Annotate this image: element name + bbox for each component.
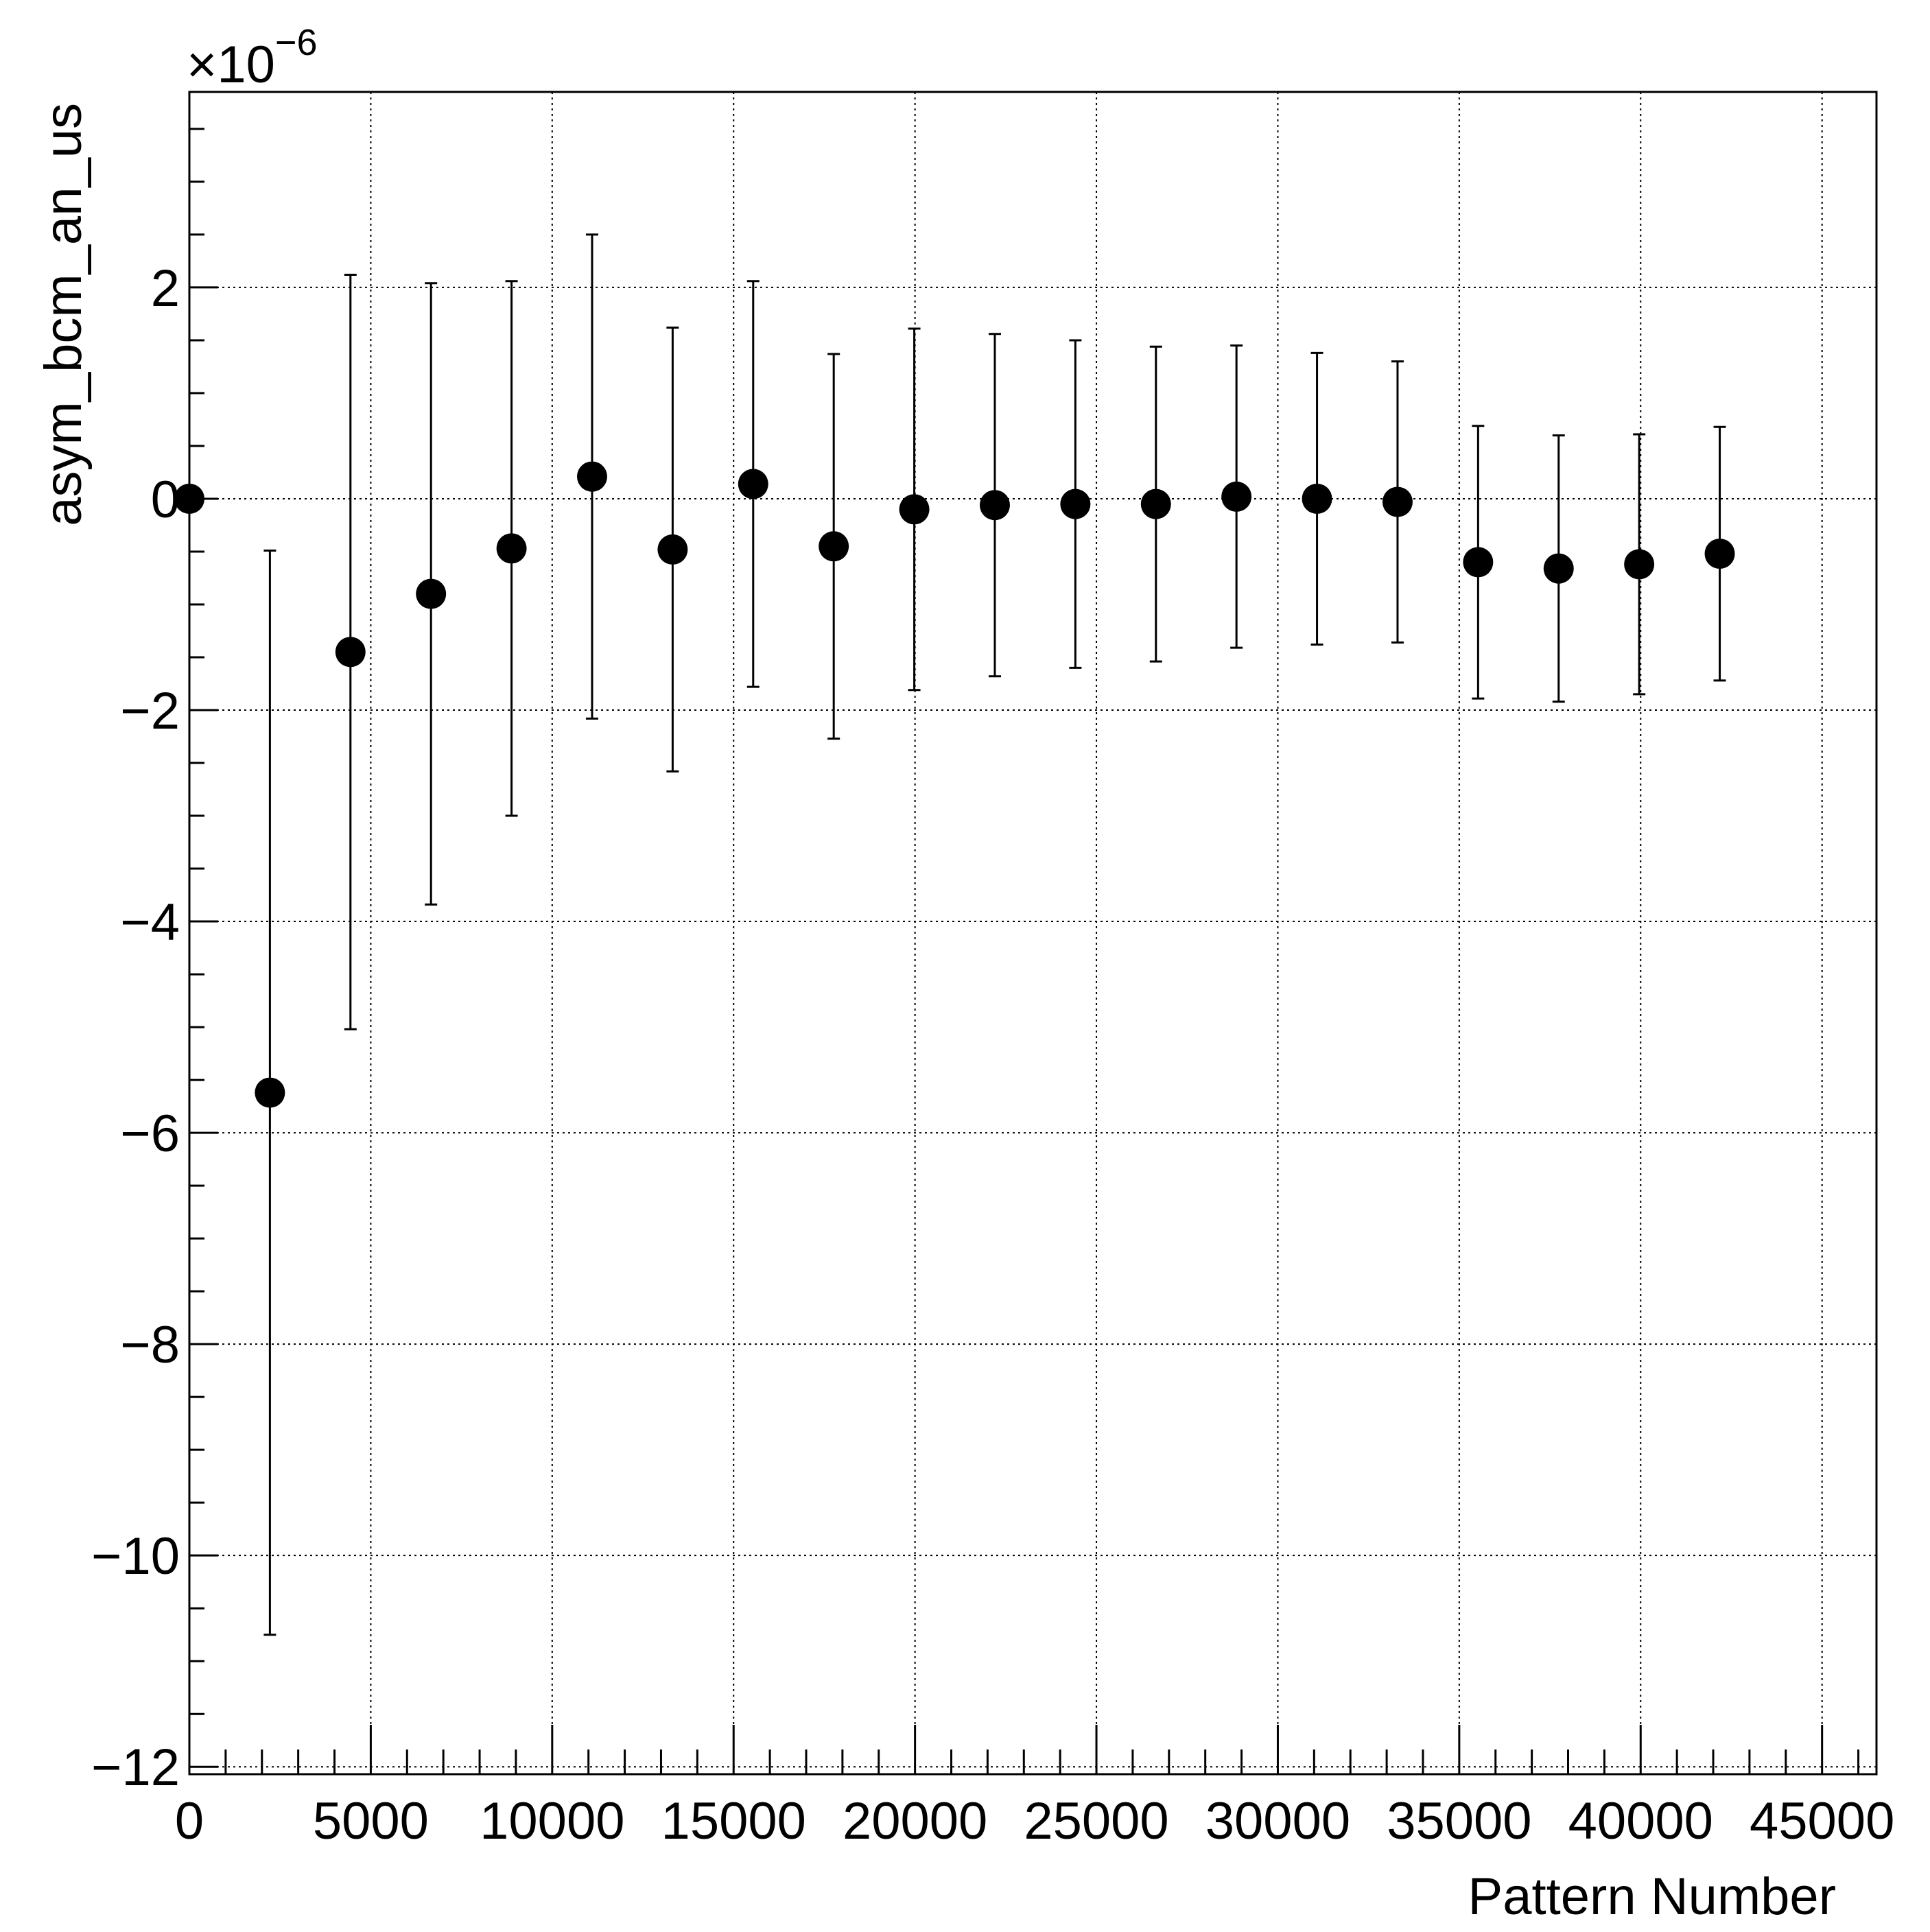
data-point — [416, 578, 447, 609]
plot-frame — [188, 91, 1878, 1776]
tick-labels: −12 −10 −8 −6 −4 −2 0 2 0 5000 10000 15000 20000 2500… — [91, 259, 1894, 1850]
data-point — [335, 637, 366, 668]
x-tick-label: 25000 — [1024, 1792, 1168, 1850]
x-tick-label: 30000 — [1205, 1792, 1350, 1850]
data-point — [1221, 481, 1252, 512]
data-point — [1704, 539, 1735, 569]
data-point — [979, 490, 1010, 521]
x-tick-label: 45000 — [1750, 1792, 1894, 1850]
y-exponent-power: −6 — [275, 22, 318, 63]
bottom-title: un7001_000_integrated_convergence_ana — [125, 1918, 1805, 1932]
y-tick-label: −6 — [120, 1105, 180, 1163]
data-point — [899, 494, 930, 525]
y-axis-title: asym_bcm_an_us — [34, 103, 93, 526]
x-tick-label: 20000 — [843, 1792, 987, 1850]
data-point — [1624, 549, 1655, 580]
y-tick-label: −4 — [120, 893, 180, 952]
y-tick-label: −8 — [120, 1316, 180, 1374]
x-tick-label: 35000 — [1387, 1792, 1531, 1850]
axis-ticks — [188, 128, 1860, 1774]
data-point — [1463, 547, 1494, 578]
y-tick-label: −12 — [91, 1739, 180, 1797]
y-tick-label: 0 — [151, 471, 180, 529]
x-tick-label: 0 — [175, 1792, 204, 1850]
data-series — [174, 233, 1735, 1636]
grid-lines — [189, 92, 1876, 1774]
data-point — [1060, 488, 1091, 519]
data-point — [1302, 483, 1332, 514]
data-point — [657, 534, 688, 565]
y-exponent: ×10−6 — [187, 22, 318, 94]
data-point — [738, 469, 768, 499]
x-tick-label: 10000 — [480, 1792, 624, 1850]
data-point — [576, 461, 607, 492]
x-tick-label: 40000 — [1568, 1792, 1713, 1850]
data-point — [255, 1077, 285, 1108]
x-tick-label: 15000 — [661, 1792, 806, 1850]
data-point — [1543, 553, 1574, 584]
data-point — [1140, 488, 1171, 519]
x-tick-label: 5000 — [313, 1792, 429, 1850]
data-point — [496, 533, 527, 564]
data-point — [819, 531, 849, 562]
y-tick-label: −2 — [120, 682, 180, 740]
y-tick-label: 2 — [151, 259, 180, 318]
y-exponent-base: ×10 — [187, 36, 275, 94]
data-point — [1382, 486, 1413, 517]
y-tick-label: −10 — [91, 1527, 180, 1586]
x-axis-title: Pattern Number — [1468, 1868, 1836, 1926]
